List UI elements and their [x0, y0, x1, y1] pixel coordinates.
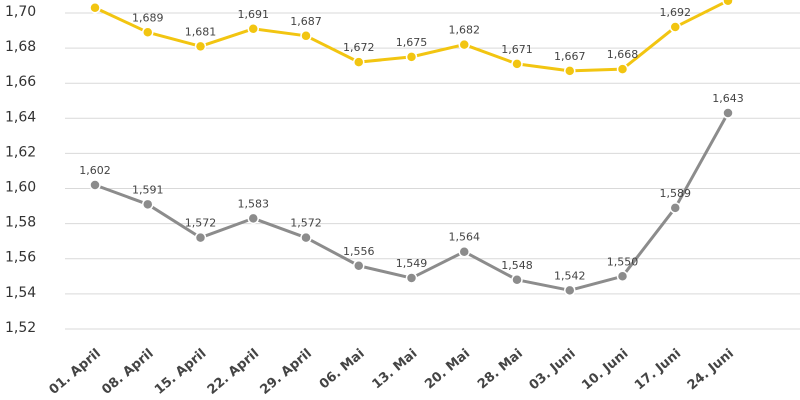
x-tick-label: 08. April: [99, 346, 156, 398]
data-point: [616, 270, 629, 283]
data-point: [89, 1, 101, 14]
data-label: 1,643: [712, 92, 744, 105]
y-tick-label: 1,62: [5, 144, 36, 160]
x-tick-label: 29. April: [257, 346, 314, 398]
data-point: [194, 40, 207, 53]
data-label: 1,549: [396, 257, 428, 270]
data-label: 1,548: [501, 259, 533, 272]
data-point: [89, 179, 101, 191]
data-point: [616, 63, 629, 75]
data-label: 1,692: [660, 6, 692, 19]
data-label: 1,572: [290, 217, 322, 230]
data-point: [194, 231, 207, 244]
x-tick-label: 03. Juni: [527, 346, 579, 393]
data-label: 1,668: [607, 48, 639, 61]
x-tick-label: 24. Juni: [685, 346, 737, 393]
x-tick-label: 10. Juni: [579, 346, 631, 393]
data-point: [458, 245, 470, 258]
data-point: [405, 272, 418, 284]
x-tick-label: 15. April: [152, 346, 209, 398]
data-label: 1,671: [501, 43, 533, 56]
data-label: 1,572: [185, 217, 217, 230]
data-label: 1,556: [343, 245, 375, 258]
data-label: 1,689: [132, 11, 164, 24]
data-point: [405, 51, 418, 63]
data-label: 1,675: [396, 36, 428, 49]
data-label: 1,550: [607, 255, 639, 268]
data-label: 1,672: [343, 41, 375, 54]
y-tick-label: 1,66: [5, 74, 36, 90]
x-tick-label: 22. April: [205, 346, 262, 398]
data-point: [142, 26, 154, 39]
data-label: 1,681: [185, 25, 217, 38]
y-tick-label: 1,68: [5, 39, 36, 55]
data-point: [300, 30, 312, 42]
data-point: [458, 38, 470, 51]
data-label: 1,691: [238, 8, 270, 21]
data-point: [564, 65, 576, 77]
data-point: [247, 212, 259, 225]
x-tick-label: 06. Mai: [317, 346, 368, 392]
data-label: 1,682: [449, 24, 481, 37]
x-tick-label: 17. Juni: [632, 346, 684, 393]
data-point: [511, 58, 523, 70]
data-point: [353, 56, 365, 68]
data-point: [300, 231, 312, 244]
data-label: 1,602: [79, 164, 111, 177]
data-label: 1,591: [132, 183, 164, 196]
y-tick-label: 1,70: [5, 4, 36, 20]
data-label: 1,583: [238, 197, 270, 210]
y-tick-label: 1,56: [5, 250, 36, 266]
x-tick-label: 13. Mai: [370, 346, 421, 392]
y-tick-label: 1,58: [5, 215, 36, 231]
data-label: 1,542: [554, 269, 586, 282]
data-label: 1,687: [290, 15, 322, 28]
y-tick-label: 1,60: [5, 180, 36, 196]
y-tick-label: 1,52: [5, 320, 36, 336]
y-tick-label: 1,64: [5, 109, 36, 125]
data-label: 1,667: [554, 50, 586, 63]
data-point: [564, 284, 576, 297]
data-label: 1,589: [660, 187, 692, 200]
data-point: [669, 21, 681, 33]
x-tick-label: 01. April: [46, 346, 103, 398]
x-tick-label: 20. Mai: [422, 346, 473, 392]
data-point: [669, 202, 681, 214]
y-tick-label: 1,54: [5, 285, 36, 301]
data-point: [722, 0, 734, 7]
data-point: [353, 260, 365, 272]
x-tick-label: 28. Mai: [475, 346, 526, 392]
data-point: [722, 107, 734, 119]
data-point: [247, 23, 259, 35]
data-point: [511, 274, 523, 286]
data-label: 1,564: [449, 231, 481, 244]
data-point: [142, 198, 154, 211]
